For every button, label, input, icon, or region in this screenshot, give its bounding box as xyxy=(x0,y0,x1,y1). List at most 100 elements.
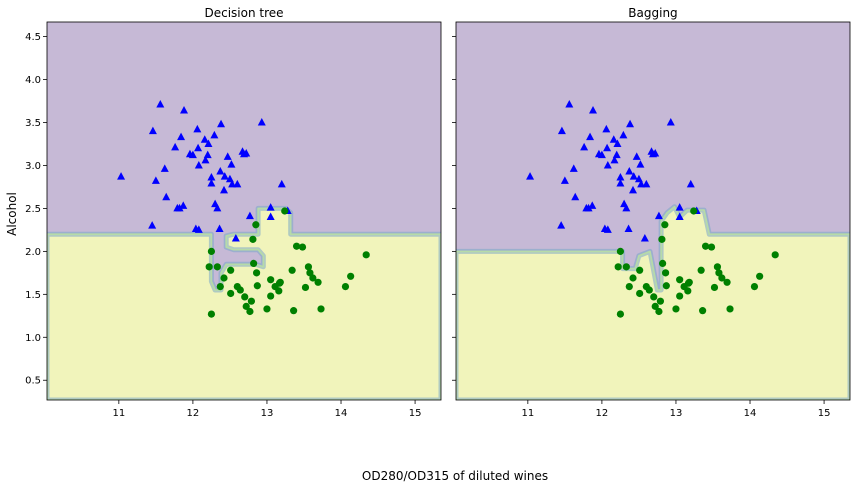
data-point-circle xyxy=(362,251,370,259)
data-point-triangle xyxy=(216,166,225,175)
data-point-circle xyxy=(341,283,350,291)
data-point-circle xyxy=(650,293,658,301)
data-point-circle xyxy=(288,266,296,274)
chart-title: Bagging xyxy=(628,6,677,20)
data-point-circle xyxy=(252,269,261,277)
data-point-triangle xyxy=(207,172,216,181)
x-tick-label: 13 xyxy=(670,408,683,419)
data-point-circle xyxy=(205,263,213,271)
data-point-circle xyxy=(684,287,692,295)
data-point-triangle xyxy=(217,119,226,128)
data-point-triangle xyxy=(188,150,197,159)
data-point-triangle xyxy=(613,139,622,147)
data-point-circle xyxy=(658,235,666,243)
data-point-circle xyxy=(636,289,644,298)
data-point-triangle xyxy=(231,233,240,242)
y-tick-label: 2.0 xyxy=(25,247,41,258)
chart-title: Decision tree xyxy=(204,6,283,20)
data-point-triangle xyxy=(642,179,651,188)
data-point-triangle xyxy=(612,150,621,159)
data-point-circle xyxy=(267,292,275,300)
data-point-circle xyxy=(616,310,625,318)
x-axis-label: OD280/OD315 of diluted wines xyxy=(362,469,548,483)
data-point-circle xyxy=(707,243,716,251)
axes-frame xyxy=(46,21,442,401)
data-point-triangle xyxy=(584,203,593,212)
data-point-triangle xyxy=(220,172,229,180)
data-point-triangle xyxy=(242,148,251,157)
data-point-circle xyxy=(713,263,722,271)
data-point-triangle xyxy=(257,118,266,126)
data-point-circle xyxy=(213,263,221,271)
data-point-triangle xyxy=(666,118,675,126)
series-class-0 xyxy=(117,99,292,242)
series-class-1 xyxy=(614,207,779,318)
data-point-circle xyxy=(655,307,663,316)
data-point-triangle xyxy=(171,142,180,151)
data-point-circle xyxy=(301,283,310,292)
data-point-triangle xyxy=(177,132,186,141)
data-point-circle xyxy=(771,251,779,259)
data-point-circle xyxy=(253,282,261,290)
data-point-triangle xyxy=(210,130,219,139)
data-point-circle xyxy=(690,207,698,215)
data-point-triangle xyxy=(610,155,619,164)
y-tick-label: 2.5 xyxy=(25,204,41,215)
data-point-triangle xyxy=(162,192,171,201)
y-tick-label: 4.0 xyxy=(25,75,41,86)
data-point-circle xyxy=(676,276,684,284)
data-point-triangle xyxy=(245,211,254,220)
data-point-triangle xyxy=(626,119,635,128)
y-tick-label: 4.5 xyxy=(25,32,41,43)
data-point-triangle xyxy=(233,179,242,188)
data-point-triangle xyxy=(654,211,663,220)
data-point-circle xyxy=(685,278,693,286)
data-point-circle xyxy=(697,266,705,274)
data-point-triangle xyxy=(266,212,275,221)
x-tick-label: 11 xyxy=(521,408,534,419)
data-point-circle xyxy=(276,278,284,286)
x-tick-label: 12 xyxy=(596,408,609,419)
data-point-triangle xyxy=(220,185,229,194)
data-point-circle xyxy=(659,259,667,268)
data-point-triangle xyxy=(148,221,157,229)
data-point-triangle xyxy=(151,176,160,184)
data-point-circle xyxy=(662,282,670,290)
data-point-triangle xyxy=(203,150,212,159)
data-point-triangle xyxy=(179,201,188,209)
data-point-circle xyxy=(247,297,256,305)
y-tick-label: 1.0 xyxy=(25,333,41,344)
data-point-triangle xyxy=(201,155,210,164)
data-point-triangle xyxy=(228,179,237,188)
data-point-circle xyxy=(676,292,684,300)
data-point-circle xyxy=(250,259,258,268)
series-class-1 xyxy=(205,207,370,318)
data-point-triangle xyxy=(622,203,631,212)
panel-bagging: Bagging 11 12 13 14 15 xyxy=(452,6,851,419)
x-tick-label: 13 xyxy=(261,408,274,419)
data-point-triangle xyxy=(569,164,578,172)
data-point-triangle xyxy=(194,225,203,233)
data-point-circle xyxy=(661,221,669,229)
data-point-circle xyxy=(236,286,244,294)
x-tick-label: 12 xyxy=(187,408,200,419)
data-point-triangle xyxy=(616,172,625,181)
data-point-triangle xyxy=(526,172,535,180)
data-point-circle xyxy=(216,283,224,291)
data-point-triangle xyxy=(213,203,222,212)
data-point-triangle xyxy=(588,201,597,209)
data-point-triangle xyxy=(686,179,695,188)
data-point-circle xyxy=(227,266,235,274)
x-tick-label: 11 xyxy=(112,408,125,419)
data-point-circle xyxy=(616,247,625,255)
y-axis-label: Alcohol xyxy=(5,192,19,236)
data-point-circle xyxy=(726,305,734,313)
data-point-circle xyxy=(718,274,726,282)
y-tick-label: 1.5 xyxy=(25,290,41,301)
data-point-triangle xyxy=(597,150,606,159)
x-tick-label: 15 xyxy=(409,408,422,419)
data-point-circle xyxy=(347,272,355,280)
data-point-triangle xyxy=(175,203,184,212)
data-point-circle xyxy=(227,289,235,298)
